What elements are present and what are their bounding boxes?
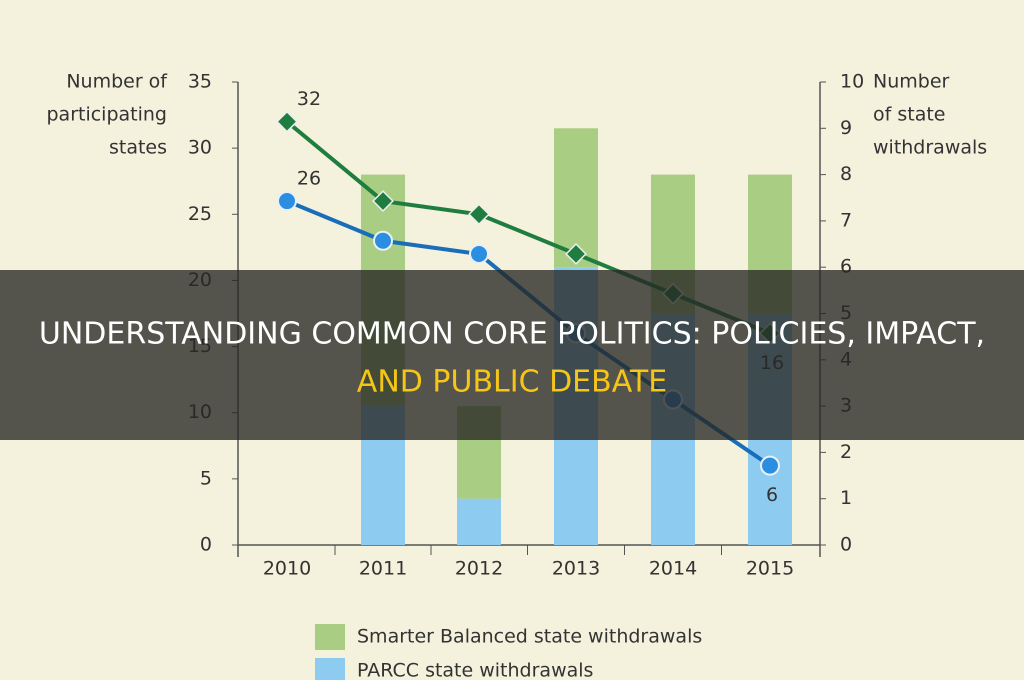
marker [372,190,394,213]
x-tick-label: 2014 [649,558,697,580]
y2-axis-label: of state [873,104,945,126]
y2-axis-label: withdrawals [873,137,987,159]
y2-tick-label: 1 [840,487,852,509]
y-axis-label: Number of [66,71,168,93]
data-label: 6 [766,484,778,506]
marker [469,243,489,264]
marker [277,191,297,212]
y-tick-label: 35 [188,71,212,93]
x-tick-label: 2011 [359,558,407,580]
y-tick-label: 5 [200,467,212,489]
banner [0,270,1024,440]
legend-swatch [315,658,345,680]
x-tick-label: 2010 [263,558,311,580]
x-tick-label: 2013 [552,558,600,580]
x-tick-label: 2012 [455,558,503,580]
legend-swatch [315,624,345,650]
banner-title: UNDERSTANDING COMMON CORE POLITICS: POLI… [39,317,985,352]
y-axis-label: states [109,137,167,159]
y-axis-label: participating [46,104,167,126]
marker [760,455,780,476]
y2-tick-label: 0 [840,534,852,556]
y-tick-label: 25 [188,203,212,225]
x-tick-label: 2015 [746,558,794,580]
y2-tick-label: 2 [840,441,852,463]
marker [565,243,587,265]
y-tick-label: 0 [200,534,212,556]
y2-tick-label: 7 [840,209,852,231]
y2-tick-label: 10 [840,71,864,93]
marker [276,110,298,133]
y2-axis-label: Number [873,71,950,93]
bar [457,498,501,545]
data-label: 26 [297,168,321,190]
banner-title: AND PUBLIC DEBATE [357,365,667,400]
y-tick-label: 30 [188,137,212,159]
marker [468,203,490,226]
y2-tick-label: 9 [840,117,852,139]
legend-label: PARCC state withdrawals [357,660,593,680]
legend-label: Smarter Balanced state withdrawals [357,626,702,648]
marker [373,230,393,251]
data-label: 32 [297,88,321,110]
y2-tick-label: 8 [840,163,852,185]
